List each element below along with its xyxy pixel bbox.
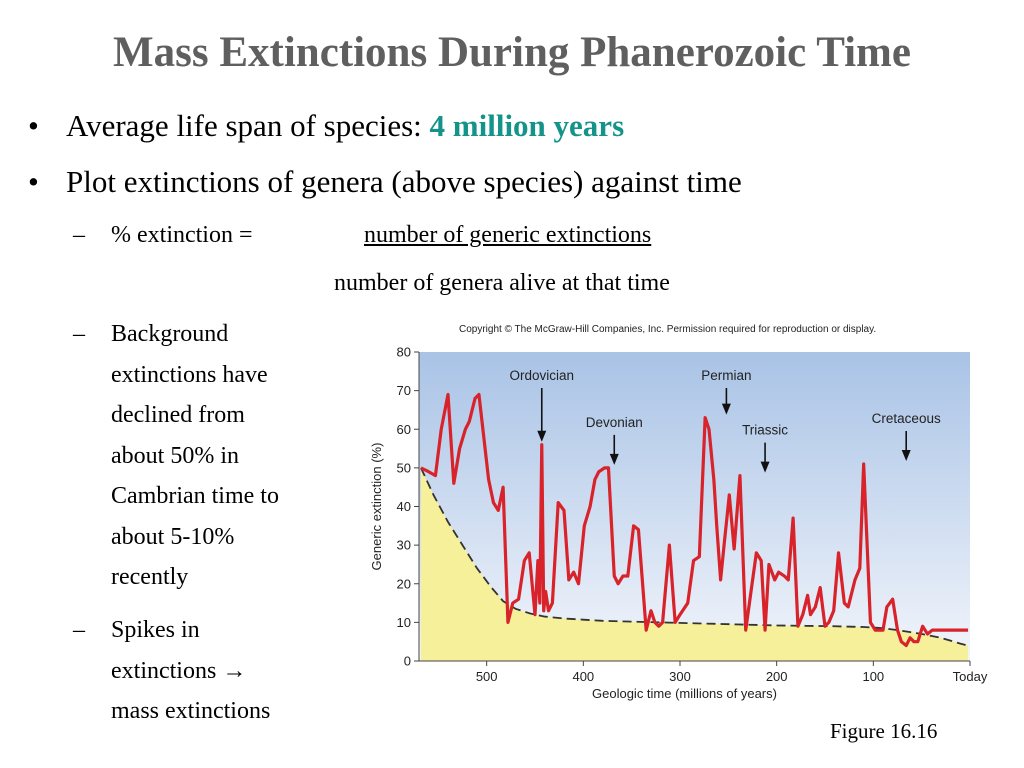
chart-copyright: Copyright © The McGraw-Hill Companies, I… [459, 324, 876, 335]
dash-symbol: – [73, 321, 85, 347]
y-tick-label: 0 [404, 654, 411, 669]
x-tick-label: 500 [476, 669, 498, 684]
annotation-arrow-head [721, 403, 731, 415]
background-extinction-curve [420, 467, 969, 647]
x-tick-label: 400 [572, 669, 594, 684]
annotation-label: Permian [701, 368, 751, 383]
annotation-arrow-head [609, 453, 619, 465]
x-axis-label: Geologic time (millions of years) [592, 686, 777, 701]
y-tick-label: 80 [397, 345, 411, 360]
bullet-symbol: • [28, 108, 39, 143]
annotation-arrow-head [901, 450, 911, 462]
x-tick-label: Today [953, 669, 988, 684]
note-line: about 5-10% [111, 523, 235, 550]
annotation-label: Devonian [586, 415, 643, 430]
note-line: declined from [111, 402, 245, 428]
y-tick-label: 20 [397, 576, 411, 591]
note-line: Cambrian time to [111, 483, 279, 509]
note-line: Background [111, 321, 229, 347]
figure-caption: Figure 16.16 [830, 719, 938, 743]
extinction-series-line [420, 392, 969, 648]
bullet-life-span: • Average life span of species: 4 million… [28, 108, 625, 144]
spikes-note: – Spikes in extinctions → mass extinctio… [73, 610, 271, 732]
note-line: mass extinctions [111, 698, 271, 724]
life-span-highlight: 4 million years [429, 108, 625, 143]
y-tick-label: 10 [397, 615, 411, 630]
note-line: recently [111, 564, 189, 590]
extinction-chart: Copyright © The McGraw-Hill Companies, I… [369, 324, 988, 701]
bullet-plot-extinctions: • Plot extinctions of genera (above speci… [28, 164, 742, 200]
x-tick-label: 100 [862, 669, 884, 684]
x-tick-label: 200 [766, 669, 788, 684]
bullet-symbol: • [28, 164, 39, 199]
bullet-plot-text: Plot extinctions of genera (above specie… [66, 164, 742, 199]
note-line: extinctions have [111, 361, 268, 388]
annotation-label: Ordovician [510, 368, 575, 383]
note-line: extinctions → [111, 657, 247, 684]
annotation-label: Triassic [742, 423, 788, 438]
annotation-arrow-head [760, 461, 770, 473]
dash-symbol: – [73, 617, 85, 643]
formula-denominator: number of genera alive at that time [334, 270, 670, 296]
y-tick-label: 30 [397, 538, 411, 553]
y-axis-label: Generic extinction (%) [369, 443, 384, 571]
annotation-arrow-head [537, 430, 547, 442]
dash-symbol: – [73, 222, 85, 248]
slide-title: Mass Extinctions During Phanerozoic Time [113, 29, 911, 76]
note-line: about 50% in [111, 442, 239, 469]
axes: 0 10 20 30 40 50 60 70 80 500 400 300 200 100 Today [397, 345, 988, 685]
y-tick-label: 40 [397, 499, 411, 514]
annotations: Ordovician Devonian Permian Triassic Cretace… [510, 368, 941, 473]
x-tick-label: 300 [669, 669, 691, 684]
y-tick-label: 70 [397, 383, 411, 398]
note-line: Spikes in [111, 617, 200, 643]
formula-label-text: % extinction = [111, 222, 253, 248]
y-tick-label: 50 [397, 460, 411, 475]
background-extinction-note: – Background extinctions have declined f… [73, 314, 279, 598]
y-tick-label: 60 [397, 422, 411, 437]
formula-numerator: number of generic extinctions [364, 222, 652, 248]
bullet-life-span-text: Average life span of species: [66, 108, 430, 143]
formula-label: –% extinction = [73, 222, 253, 249]
annotation-label: Cretaceous [872, 411, 941, 426]
